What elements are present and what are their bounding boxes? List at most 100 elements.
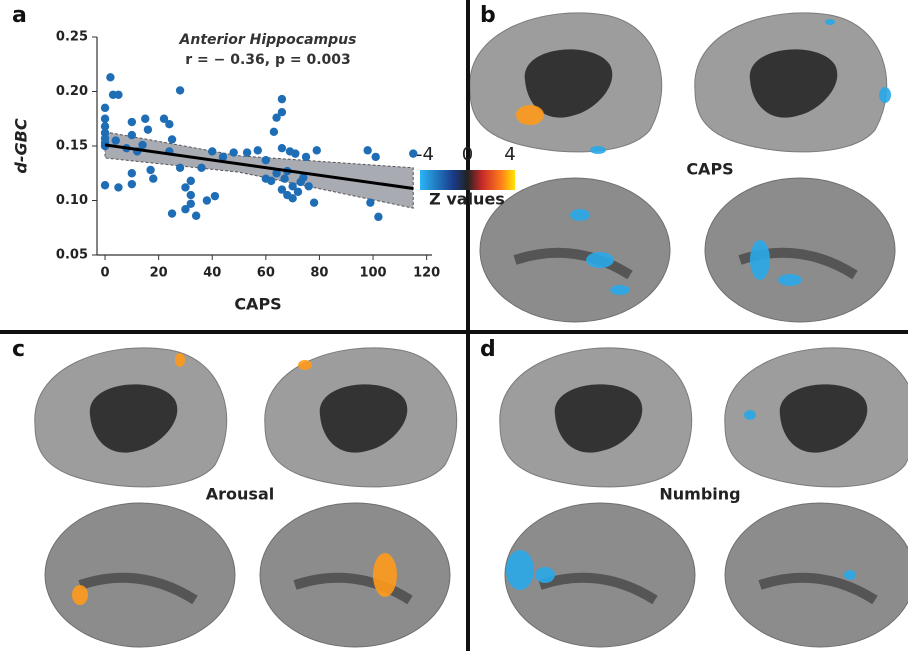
- scatter-point: [280, 175, 288, 183]
- scatter-point: [197, 164, 205, 172]
- brain-label: Arousal: [206, 485, 274, 504]
- brain-images: [35, 13, 908, 647]
- scatter-point: [291, 149, 299, 157]
- scatter-point: [114, 91, 122, 99]
- scatter-point: [141, 115, 149, 123]
- scatter-point: [254, 146, 262, 154]
- scatter-point: [101, 181, 109, 189]
- activation: [750, 240, 770, 280]
- activation: [373, 553, 397, 597]
- scatter-point: [372, 153, 380, 161]
- scatter-point: [187, 200, 195, 208]
- scatter-point: [128, 180, 136, 188]
- x-tick-label: 40: [203, 266, 221, 281]
- scatter-point: [302, 153, 310, 161]
- activation: [590, 146, 606, 154]
- scatter-point: [229, 148, 237, 156]
- x-tick-label: 20: [150, 266, 168, 281]
- scatter-point: [144, 125, 152, 133]
- scatter-point: [294, 188, 302, 196]
- scatter-plot: Anterior Hippocampus r = − 0.36, p = 0.0…: [12, 30, 441, 314]
- chart-title: Anterior Hippocampus: [179, 32, 357, 48]
- activation: [879, 87, 891, 103]
- activation: [72, 585, 88, 605]
- scatter-point: [106, 73, 114, 81]
- scatter-point: [128, 118, 136, 126]
- scatter-point: [176, 164, 184, 172]
- activation: [778, 274, 802, 286]
- panel-letter: d: [480, 337, 496, 362]
- scatter-point: [149, 175, 157, 183]
- scatter-point: [262, 156, 270, 164]
- panel-letter: b: [480, 3, 496, 28]
- activation: [586, 252, 614, 268]
- activation: [506, 550, 534, 590]
- scatter-point: [267, 177, 275, 185]
- activation: [535, 567, 555, 583]
- scatter-point: [192, 212, 200, 220]
- y-tick-label: 0.10: [56, 193, 88, 208]
- scatter-point: [278, 95, 286, 103]
- y-tick-label: 0.05: [56, 248, 88, 263]
- brain-label: CAPS: [686, 160, 733, 179]
- colorbar-tick-label: 4: [504, 144, 515, 165]
- colorbar-label: Z values: [429, 190, 505, 209]
- scatter-point: [168, 135, 176, 143]
- activation: [298, 360, 312, 370]
- scatter-point: [176, 86, 184, 94]
- activation: [825, 19, 835, 25]
- scatter-point: [313, 146, 321, 154]
- scatter-point: [278, 144, 286, 152]
- y-tick-label: 0.15: [56, 139, 88, 154]
- scatter-point: [181, 183, 189, 191]
- scatter-point: [101, 115, 109, 123]
- scatter-point: [305, 182, 313, 190]
- scatter-point: [270, 128, 278, 136]
- x-tick-label: 60: [257, 266, 275, 281]
- scatter-point: [112, 136, 120, 144]
- y-tick-label: 0.20: [56, 84, 88, 99]
- x-tick-label: 0: [101, 266, 110, 281]
- page: a b c d CAPS Arousal Numbing Z values An…: [0, 0, 908, 655]
- colorbar-tick-label: 0: [462, 144, 473, 165]
- y-tick-label: 0.25: [56, 30, 88, 45]
- activation: [175, 353, 185, 367]
- scatter-point: [187, 177, 195, 185]
- activation: [610, 285, 630, 295]
- scatter-point: [363, 146, 371, 154]
- colorbar-tick-label: -4: [416, 144, 434, 165]
- scatter-point: [310, 198, 318, 206]
- activation: [744, 410, 756, 420]
- panel-letter: a: [12, 3, 27, 28]
- scatter-point: [138, 141, 146, 149]
- scatter-point: [146, 166, 154, 174]
- scatter-point: [114, 183, 122, 191]
- brain-label: Numbing: [659, 485, 740, 504]
- scatter-point: [203, 196, 211, 204]
- scatter-point: [211, 192, 219, 200]
- panel-letter: c: [12, 337, 25, 362]
- colorbar: [420, 170, 515, 190]
- scatter-point: [101, 104, 109, 112]
- scatter-point: [187, 191, 195, 199]
- scatter-point: [366, 198, 374, 206]
- scatter-point: [243, 148, 251, 156]
- scatter-point: [165, 120, 173, 128]
- scatter-point: [128, 169, 136, 177]
- x-axis-label: CAPS: [234, 295, 281, 314]
- chart-subtitle: r = − 0.36, p = 0.003: [185, 52, 351, 68]
- figure: a b c d CAPS Arousal Numbing Z values An…: [0, 0, 908, 651]
- x-tick-label: 80: [310, 266, 328, 281]
- scatter-point: [288, 194, 296, 202]
- scatter-point: [168, 209, 176, 217]
- x-tick-label: 100: [359, 266, 386, 281]
- scatter-point: [128, 131, 136, 139]
- y-axis-label: d-GBC: [12, 118, 31, 173]
- activation: [570, 209, 590, 221]
- scatter-point: [374, 213, 382, 221]
- scatter-point: [278, 108, 286, 116]
- activation: [516, 105, 544, 125]
- x-tick-label: 120: [413, 266, 440, 281]
- scatter-point: [208, 147, 216, 155]
- activation: [844, 570, 856, 580]
